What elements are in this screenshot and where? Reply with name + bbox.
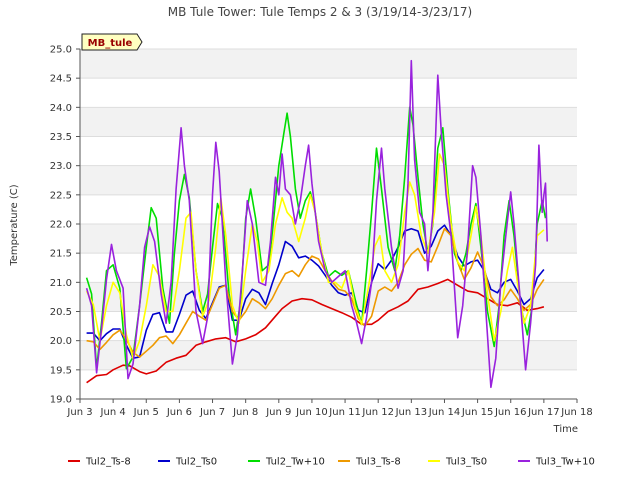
series-line-tul2-ts-8 bbox=[86, 278, 545, 384]
series-line-tul3-tw-10 bbox=[85, 59, 548, 389]
x-axis-ticks: Jun 3 Jun 4 Jun 5 Jun 6 Jun 7 Jun 8 Jun 9 Jun 1… bbox=[66, 399, 593, 418]
y-tick-label: 23.0 bbox=[50, 161, 72, 172]
legend-label: Tul2_Ts0 bbox=[175, 457, 217, 468]
plot-band bbox=[80, 224, 577, 254]
y-axis-label: Temperature (C) bbox=[9, 184, 20, 266]
x-tick-label: Jun 4 bbox=[100, 407, 126, 418]
x-tick-label: Jun 3 bbox=[66, 407, 92, 418]
legend-label: Tul2_Ts-8 bbox=[85, 457, 131, 468]
legend-label: Tul2_Tw+10 bbox=[265, 457, 325, 468]
legend: Tul2_Ts-8 Tul2_Ts0 Tul2_Tw+10 Tul3_Ts-8 Tul3… bbox=[68, 457, 595, 468]
y-tick-label: 21.5 bbox=[50, 249, 72, 260]
x-tick-label: Jun 9 bbox=[265, 407, 291, 418]
plot-band bbox=[80, 107, 577, 137]
y-tick-label: 20.0 bbox=[50, 336, 72, 347]
x-tick-label: Jun 15 bbox=[461, 407, 494, 418]
x-tick-label: Jun 12 bbox=[361, 407, 394, 418]
x-tick-label: Jun 7 bbox=[199, 407, 225, 418]
x-tick-label: Jun 11 bbox=[328, 407, 361, 418]
x-axis-label: Time bbox=[553, 424, 578, 435]
series-line-tul3-ts-8 bbox=[86, 227, 545, 358]
series-line-tul2-ts0 bbox=[86, 224, 545, 359]
x-tick-label: Jun 16 bbox=[494, 407, 527, 418]
plot-band bbox=[80, 340, 577, 370]
badge-shape bbox=[81, 33, 143, 51]
y-tick-label: 21.0 bbox=[50, 278, 72, 289]
legend-label: Tul3_Tw+10 bbox=[535, 457, 595, 468]
legend-label: Tul3_Ts-8 bbox=[355, 457, 401, 468]
y-tick-label: 24.0 bbox=[50, 103, 72, 114]
y-axis-ticks: 19.0 19.5 20.0 20.5 21.0 21.5 22.0 22.5 23.0 23.5… bbox=[50, 45, 80, 406]
y-tick-label: 19.0 bbox=[50, 395, 72, 406]
x-tick-label: Jun 8 bbox=[232, 407, 258, 418]
x-tick-label: Jun 17 bbox=[527, 407, 560, 418]
x-tick-label: Jun 13 bbox=[395, 407, 428, 418]
x-tick-label: Jun 6 bbox=[166, 407, 192, 418]
station-badge: MB_tule bbox=[81, 33, 143, 51]
legend-label: Tul3_Ts0 bbox=[445, 457, 487, 468]
y-tick-label: 22.0 bbox=[50, 220, 72, 231]
y-tick-label: 20.5 bbox=[50, 307, 72, 318]
chart-title: MB Tule Tower: Tule Temps 2 & 3 (3/19/14… bbox=[168, 5, 472, 19]
series-group bbox=[85, 59, 548, 389]
plot-band bbox=[80, 49, 577, 79]
y-tick-label: 19.5 bbox=[50, 365, 72, 376]
y-tick-label: 23.5 bbox=[50, 132, 72, 143]
y-tick-label: 25.0 bbox=[50, 45, 72, 56]
x-tick-label: Jun 18 bbox=[560, 407, 593, 418]
plot-band bbox=[80, 165, 577, 195]
x-tick-label: Jun 10 bbox=[295, 407, 328, 418]
badge-label: MB_tule bbox=[88, 38, 133, 49]
y-tick-label: 24.5 bbox=[50, 74, 72, 85]
y-tick-label: 22.5 bbox=[50, 190, 72, 201]
x-tick-label: Jun 5 bbox=[133, 407, 159, 418]
x-tick-label: Jun 14 bbox=[428, 407, 461, 418]
